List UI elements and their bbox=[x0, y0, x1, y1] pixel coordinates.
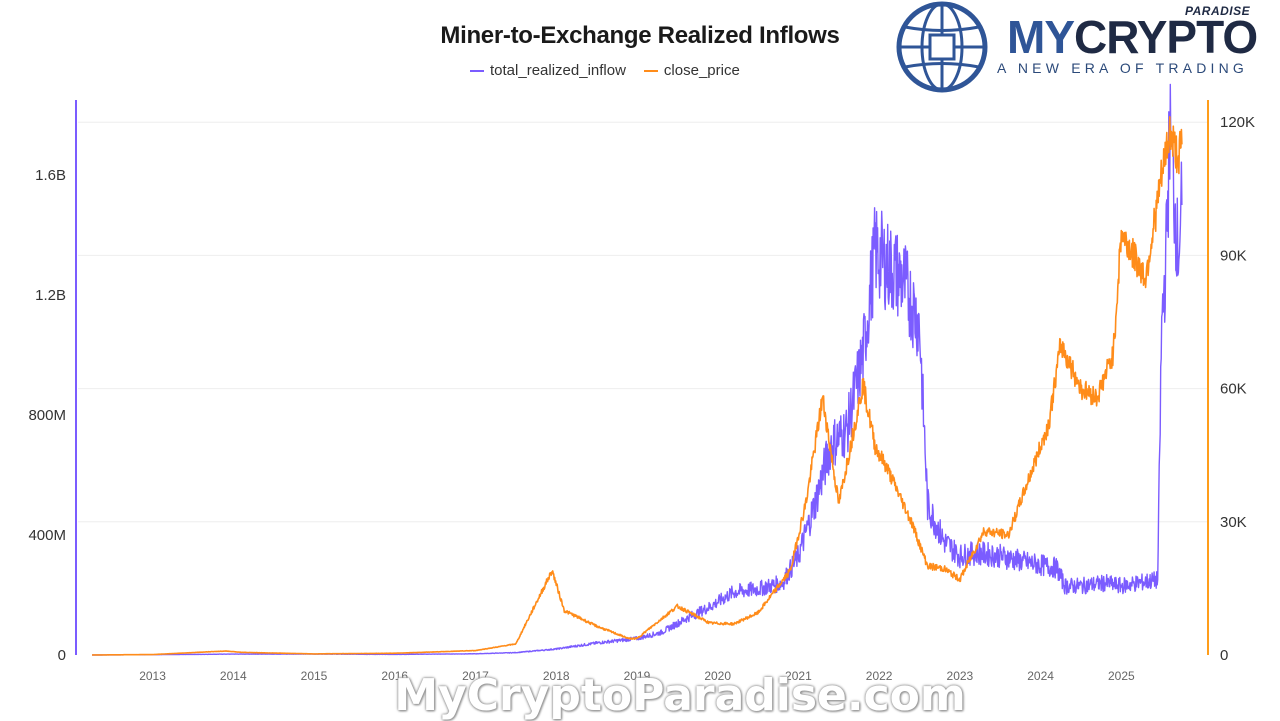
legend-swatch-inflow bbox=[470, 69, 484, 72]
y-right-tick-label: 90K bbox=[1220, 247, 1247, 264]
logo-tag: PARADISE bbox=[1185, 4, 1251, 18]
chart-title: Miner-to-Exchange Realized Inflows bbox=[440, 22, 840, 49]
logo-wordmark: MYCRYPTO bbox=[1007, 10, 1258, 64]
y-left-tick-label: 1.6B bbox=[35, 167, 66, 184]
y-right-tick-label: 120K bbox=[1220, 114, 1255, 131]
logo-word-crypto: CRYPTO bbox=[1074, 11, 1258, 63]
y-right-tick-label: 30K bbox=[1220, 514, 1247, 531]
legend-item-inflow[interactable]: total_realized_inflow bbox=[470, 62, 626, 79]
brand-logo: MYCRYPTO PARADISE A NEW ERA OF TRADING bbox=[895, 0, 1265, 95]
series-line-total-realized-inflow bbox=[91, 83, 1183, 656]
y-left-tick-label: 400M bbox=[28, 527, 66, 544]
globe-chip-icon bbox=[896, 1, 988, 93]
series-layer bbox=[91, 83, 1183, 656]
y-left-tick-label: 800M bbox=[28, 407, 66, 424]
series-line-close-price bbox=[91, 116, 1183, 656]
legend-swatch-price bbox=[643, 69, 658, 72]
logo-subtitle: A NEW ERA OF TRADING bbox=[997, 60, 1248, 76]
y-right-tick-label: 0 bbox=[1220, 647, 1228, 664]
chart-legend: total_realized_inflow close_price bbox=[470, 62, 740, 79]
grid-layer bbox=[78, 121, 1208, 523]
legend-label-price: close_price bbox=[663, 62, 740, 79]
legend-item-price[interactable]: close_price bbox=[643, 62, 740, 79]
y-left-tick-label: 1.2B bbox=[35, 287, 66, 304]
y-left-tick-label: 0 bbox=[58, 647, 66, 664]
legend-label-inflow: total_realized_inflow bbox=[490, 62, 626, 79]
y-right-tick-label: 60K bbox=[1220, 381, 1247, 398]
watermark-text: MyCryptoParadise.com bbox=[394, 670, 966, 721]
logo-word-my: MY bbox=[1007, 11, 1075, 63]
